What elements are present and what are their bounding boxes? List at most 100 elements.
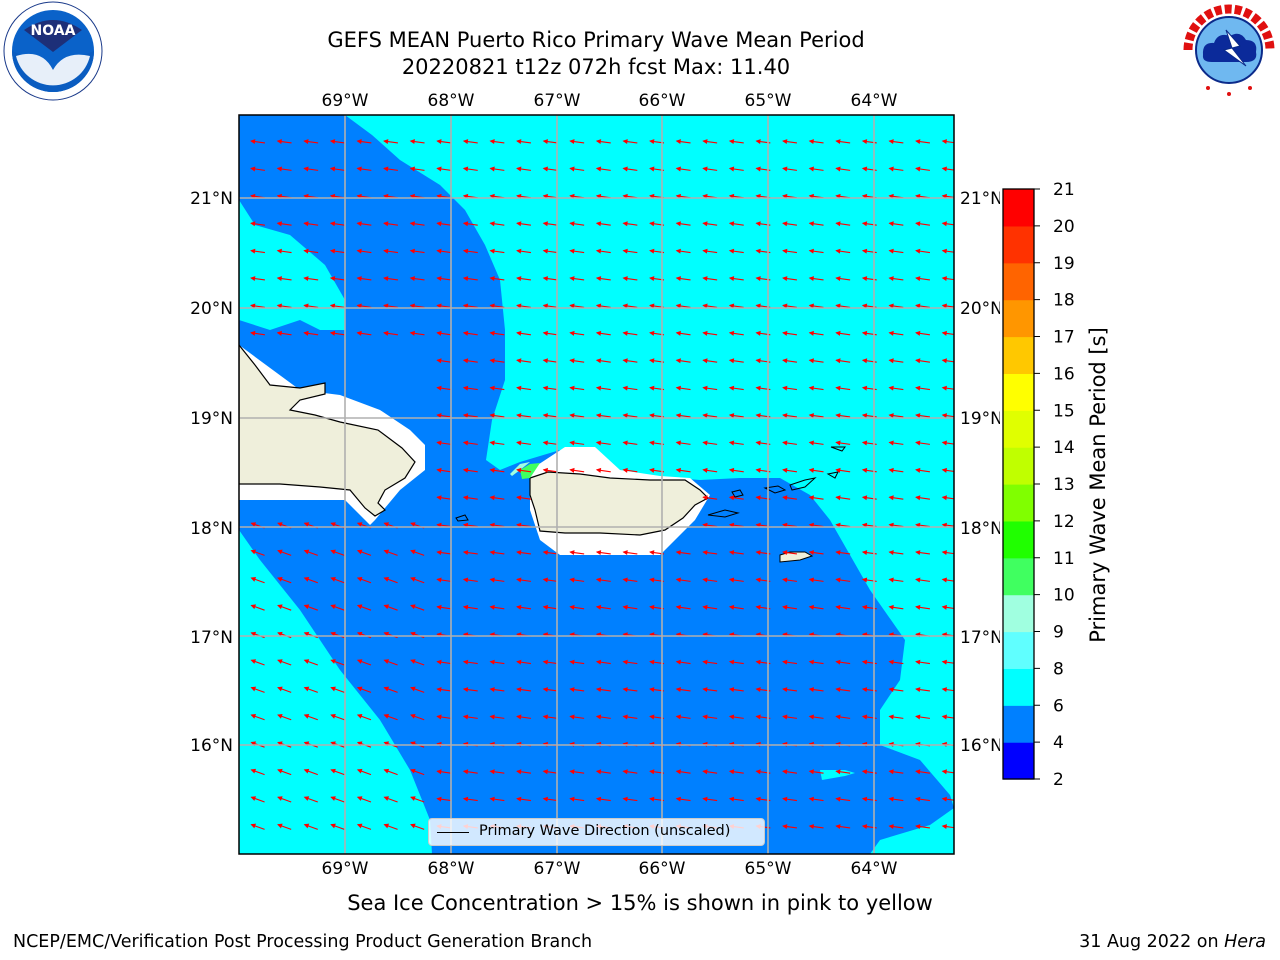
wave-direction-arrow (782, 166, 798, 172)
wave-direction-arrow (835, 139, 851, 145)
wave-direction-arrow (782, 221, 798, 227)
wave-direction-arrow (542, 166, 558, 172)
wave-direction-arrow (915, 769, 931, 775)
wave-direction-arrow (489, 577, 505, 583)
wave-direction-arrow (516, 139, 532, 145)
wave-direction-arrow (835, 577, 851, 583)
wave-direction-arrow (383, 549, 398, 556)
wave-direction-arrow (303, 221, 319, 227)
wave-direction-arrow (782, 385, 798, 391)
map-legend: Primary Wave Direction (unscaled) (428, 818, 765, 846)
wave-direction-arrow (569, 550, 585, 556)
wave-direction-arrow (728, 166, 744, 172)
wave-direction-arrow (303, 577, 318, 584)
legend-label: Primary Wave Direction (unscaled) (479, 823, 731, 839)
wave-direction-arrow (489, 467, 505, 473)
wave-direction-arrow (462, 139, 478, 145)
wave-direction-arrow (356, 823, 372, 830)
wave-direction-arrow (409, 248, 425, 254)
wave-direction-arrow (782, 714, 798, 720)
wave-direction-arrow (542, 276, 558, 282)
wave-direction-arrow (622, 276, 638, 282)
wave-direction-arrow (516, 248, 532, 254)
wave-direction-arrow (835, 495, 851, 501)
wave-direction-arrow (941, 714, 954, 720)
wave-direction-arrow (329, 139, 345, 145)
wave-direction-arrow (303, 604, 318, 611)
lat-label-left: 18°N (190, 519, 233, 539)
wave-direction-arrow (436, 769, 452, 775)
legend-line-swatch (437, 832, 469, 833)
wave-direction-arrow (728, 687, 744, 693)
land-virgin-islands (763, 446, 846, 494)
wave-direction-arrow (675, 467, 691, 473)
lon-label-top: 68°W (428, 91, 475, 111)
wave-direction-arrow (250, 768, 265, 776)
wave-direction-arrow (808, 769, 824, 775)
wave-direction-arrow (516, 769, 532, 775)
wave-direction-arrow (542, 385, 558, 391)
wave-direction-arrow (356, 330, 372, 336)
wave-direction-arrow (915, 495, 931, 501)
wave-direction-arrow (356, 166, 372, 172)
colorbar-segment (1003, 262, 1034, 301)
wave-direction-arrow (383, 714, 398, 721)
wave-direction-arrow (835, 769, 851, 775)
wave-direction-arrow (941, 769, 954, 775)
wave-direction-arrow (808, 687, 824, 693)
wave-direction-arrow (516, 276, 532, 282)
footer-machine: Hera (1224, 932, 1266, 952)
wave-direction-arrow (542, 550, 558, 556)
wave-direction-arrow (542, 330, 558, 336)
colorbar-segment (1003, 668, 1034, 706)
wave-direction-arrow (409, 221, 425, 227)
wave-direction-arrow (277, 768, 292, 776)
wave-direction-arrow (383, 796, 398, 803)
wave-direction-arrow (888, 550, 904, 556)
lat-label-left: 19°N (190, 409, 233, 429)
wave-direction-arrow (330, 714, 345, 721)
wave-direction-arrow (410, 823, 425, 830)
wave-direction-arrow (595, 385, 611, 391)
wave-direction-arrow (383, 330, 399, 336)
wave-direction-arrow (410, 768, 425, 776)
wave-direction-arrow (835, 358, 851, 364)
wave-direction-arrow (675, 687, 691, 693)
wave-direction-arrow (835, 550, 851, 556)
land-st-croix (779, 551, 814, 563)
wave-direction-arrow (436, 166, 452, 172)
wave-direction-arrow (329, 221, 345, 227)
wave-direction-arrow (356, 604, 372, 611)
wave-direction-arrow (462, 714, 478, 720)
wave-direction-arrow (383, 248, 399, 254)
wave-direction-arrow (702, 495, 718, 501)
wave-direction-arrow (329, 330, 345, 336)
colorbar-tick-label: 15 (1053, 401, 1075, 421)
lat-label-left: 21°N (190, 189, 233, 209)
wave-direction-arrow (516, 440, 532, 446)
wave-direction-arrow (303, 139, 319, 145)
wave-direction-arrow (702, 550, 718, 556)
wave-direction-arrow (622, 687, 638, 693)
wave-direction-arrow (410, 714, 425, 721)
wave-direction-arrow (808, 330, 824, 336)
wave-direction-arrow (436, 714, 452, 720)
footer-date: 31 Aug 2022 on Hera (1079, 932, 1266, 952)
wave-direction-arrow (595, 577, 611, 583)
wave-direction-arrow (436, 577, 452, 583)
wave-direction-arrow (436, 221, 452, 227)
wave-direction-arrow (622, 577, 638, 583)
wave-direction-arrow (915, 440, 931, 446)
wave-direction-arrow (489, 687, 505, 693)
wave-direction-arrow (383, 604, 398, 611)
wave-direction-arrow (675, 577, 691, 583)
wave-direction-arrow (595, 413, 611, 419)
wave-direction-arrow (675, 358, 691, 364)
footer-date-text: 31 Aug 2022 on (1079, 932, 1225, 952)
wave-direction-arrow (462, 385, 478, 391)
wave-direction-arrow (542, 139, 558, 145)
wave-direction-arrow (702, 248, 718, 254)
wave-direction-arrow (516, 330, 532, 336)
colorbar-tick-label: 16 (1053, 364, 1075, 384)
wave-direction-arrow (808, 166, 824, 172)
